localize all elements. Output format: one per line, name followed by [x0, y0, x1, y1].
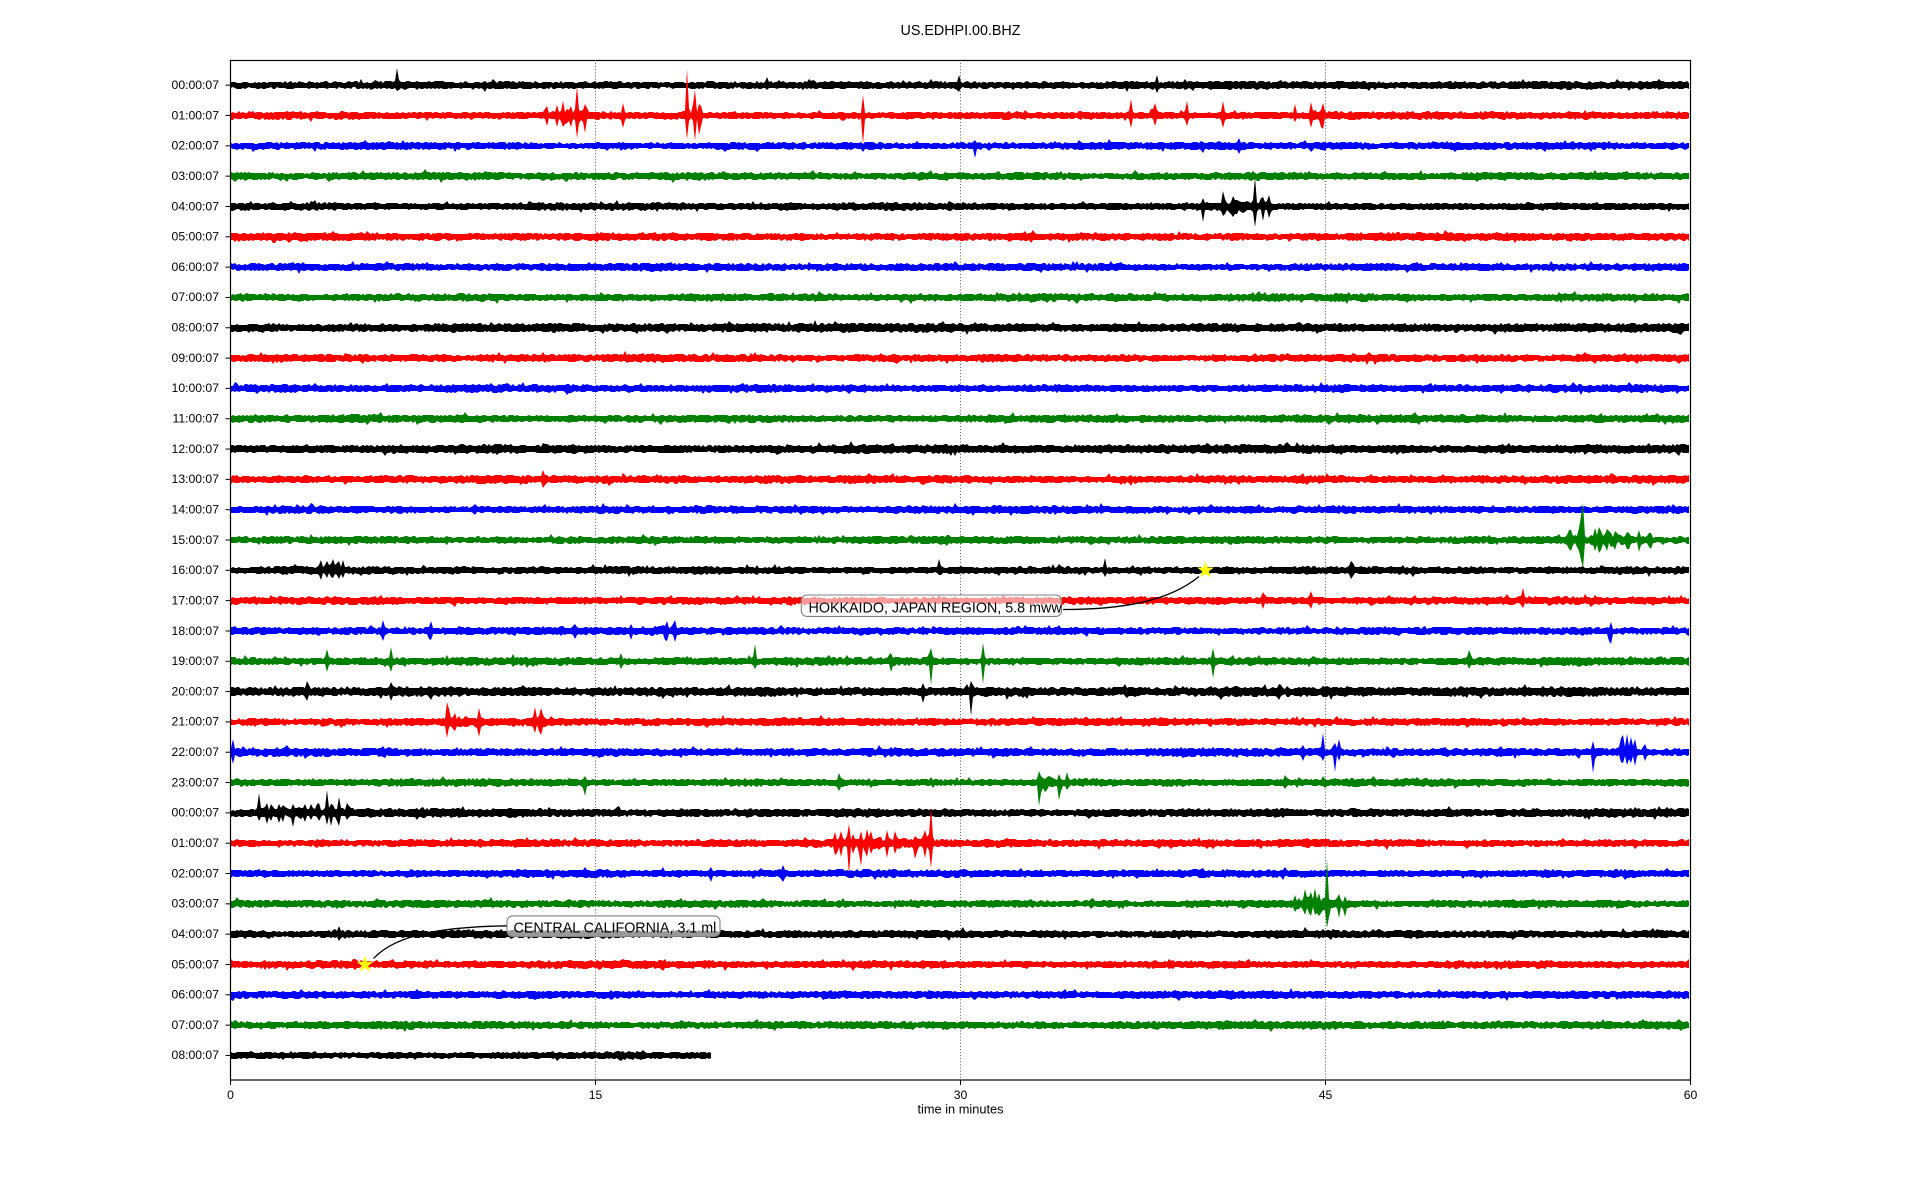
svg-text:0: 0 [227, 1088, 234, 1102]
svg-text:03:00:07: 03:00:07 [172, 169, 220, 183]
svg-text:60: 60 [1684, 1088, 1698, 1102]
svg-text:08:00:07: 08:00:07 [172, 321, 220, 335]
svg-text:02:00:07: 02:00:07 [172, 866, 220, 880]
svg-text:05:00:07: 05:00:07 [172, 957, 220, 971]
svg-text:45: 45 [1319, 1088, 1333, 1102]
svg-text:03:00:07: 03:00:07 [172, 897, 220, 911]
svg-text:02:00:07: 02:00:07 [172, 139, 220, 153]
svg-text:01:00:07: 01:00:07 [172, 108, 220, 122]
svg-text:04:00:07: 04:00:07 [172, 199, 220, 213]
svg-text:16:00:07: 16:00:07 [172, 563, 220, 577]
svg-text:15:00:07: 15:00:07 [172, 533, 220, 547]
svg-text:06:00:07: 06:00:07 [172, 260, 220, 274]
svg-text:21:00:07: 21:00:07 [172, 715, 220, 729]
svg-text:30: 30 [954, 1088, 968, 1102]
svg-text:US.EDHPI.00.BHZ: US.EDHPI.00.BHZ [901, 23, 1021, 39]
svg-text:18:00:07: 18:00:07 [172, 624, 220, 638]
svg-text:00:00:07: 00:00:07 [172, 806, 220, 820]
svg-text:06:00:07: 06:00:07 [172, 988, 220, 1002]
svg-text:23:00:07: 23:00:07 [172, 775, 220, 789]
svg-text:05:00:07: 05:00:07 [172, 230, 220, 244]
svg-text:15: 15 [589, 1088, 603, 1102]
svg-text:13:00:07: 13:00:07 [172, 472, 220, 486]
svg-text:17:00:07: 17:00:07 [172, 593, 220, 607]
svg-text:time in minutes: time in minutes [917, 1101, 1003, 1116]
svg-text:00:00:07: 00:00:07 [172, 78, 220, 92]
svg-text:09:00:07: 09:00:07 [172, 351, 220, 365]
svg-text:20:00:07: 20:00:07 [172, 684, 220, 698]
svg-text:04:00:07: 04:00:07 [172, 927, 220, 941]
svg-text:10:00:07: 10:00:07 [172, 381, 220, 395]
svg-text:12:00:07: 12:00:07 [172, 442, 220, 456]
svg-text:14:00:07: 14:00:07 [172, 502, 220, 516]
svg-text:22:00:07: 22:00:07 [172, 745, 220, 759]
svg-text:HOKKAIDO, JAPAN REGION, 5.8 mw: HOKKAIDO, JAPAN REGION, 5.8 mww [809, 600, 1063, 616]
svg-text:08:00:07: 08:00:07 [172, 1048, 220, 1062]
svg-text:01:00:07: 01:00:07 [172, 836, 220, 850]
svg-text:11:00:07: 11:00:07 [172, 412, 219, 426]
svg-text:19:00:07: 19:00:07 [172, 654, 220, 668]
svg-text:07:00:07: 07:00:07 [172, 1018, 220, 1032]
svg-text:07:00:07: 07:00:07 [172, 290, 220, 304]
svg-text:CENTRAL CALIFORNIA, 3.1 ml: CENTRAL CALIFORNIA, 3.1 ml [514, 920, 717, 936]
